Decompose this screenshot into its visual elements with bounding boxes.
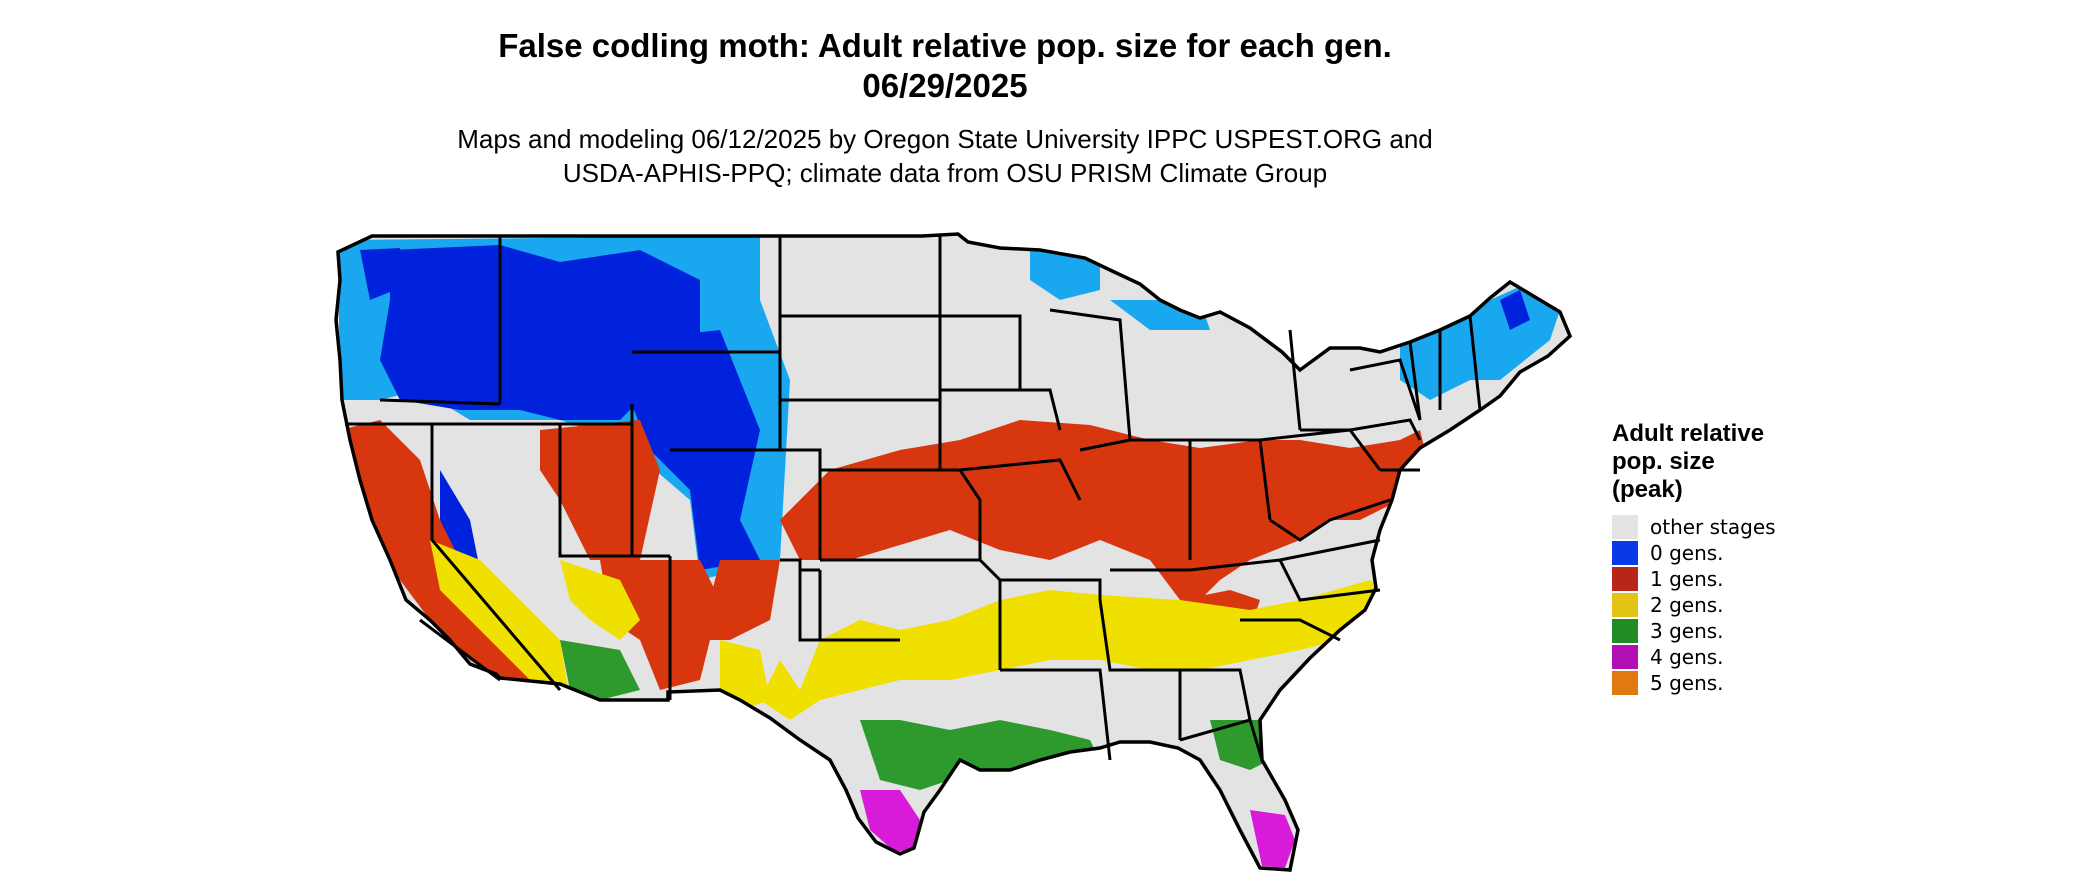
legend: Adult relative pop. size (peak) other st… [1612, 420, 1872, 696]
map-date: 06/29/2025 [862, 67, 1028, 104]
legend-item-1-gens: 1 gens. [1612, 566, 1872, 592]
title-block: False codling moth: Adult relative pop. … [0, 26, 1890, 106]
legend-items: other stages 0 gens. 1 gens. 2 gens. 3 gens.… [1612, 514, 1872, 696]
credits-line-2: USDA-APHIS-PPQ; climate data from OSU PR… [562, 158, 1328, 188]
legend-swatch [1612, 593, 1638, 617]
legend-title: Adult relative pop. size (peak) [1612, 420, 1765, 503]
legend-item-5-gens: 5 gens. [1612, 670, 1872, 696]
legend-swatch [1612, 671, 1638, 695]
legend-swatch [1612, 567, 1638, 591]
legend-swatch [1612, 541, 1638, 565]
legend-label: 3 gens. [1650, 619, 1724, 643]
legend-label: 0 gens. [1650, 541, 1724, 565]
legend-swatch [1612, 619, 1638, 643]
legend-label: 4 gens. [1650, 645, 1724, 669]
legend-item-other-stages: other stages [1612, 514, 1872, 540]
legend-label: other stages [1650, 515, 1776, 539]
zone-4-gens [860, 790, 1295, 868]
legend-label: 1 gens. [1650, 567, 1724, 591]
legend-item-2-gens: 2 gens. [1612, 592, 1872, 618]
legend-item-4-gens: 4 gens. [1612, 644, 1872, 670]
legend-label: 5 gens. [1650, 671, 1724, 695]
legend-swatch [1612, 645, 1638, 669]
zone-0-gens-dark [360, 245, 1530, 570]
legend-item-0-gens: 0 gens. [1612, 540, 1872, 566]
legend-item-3-gens: 3 gens. [1612, 618, 1872, 644]
credits-line-1: Maps and modeling 06/12/2025 by Oregon S… [457, 124, 1433, 154]
legend-swatch [1612, 515, 1638, 539]
subtitle-block: Maps and modeling 06/12/2025 by Oregon S… [0, 122, 1890, 190]
map-title: False codling moth: Adult relative pop. … [498, 27, 1392, 64]
legend-label: 2 gens. [1650, 593, 1724, 617]
